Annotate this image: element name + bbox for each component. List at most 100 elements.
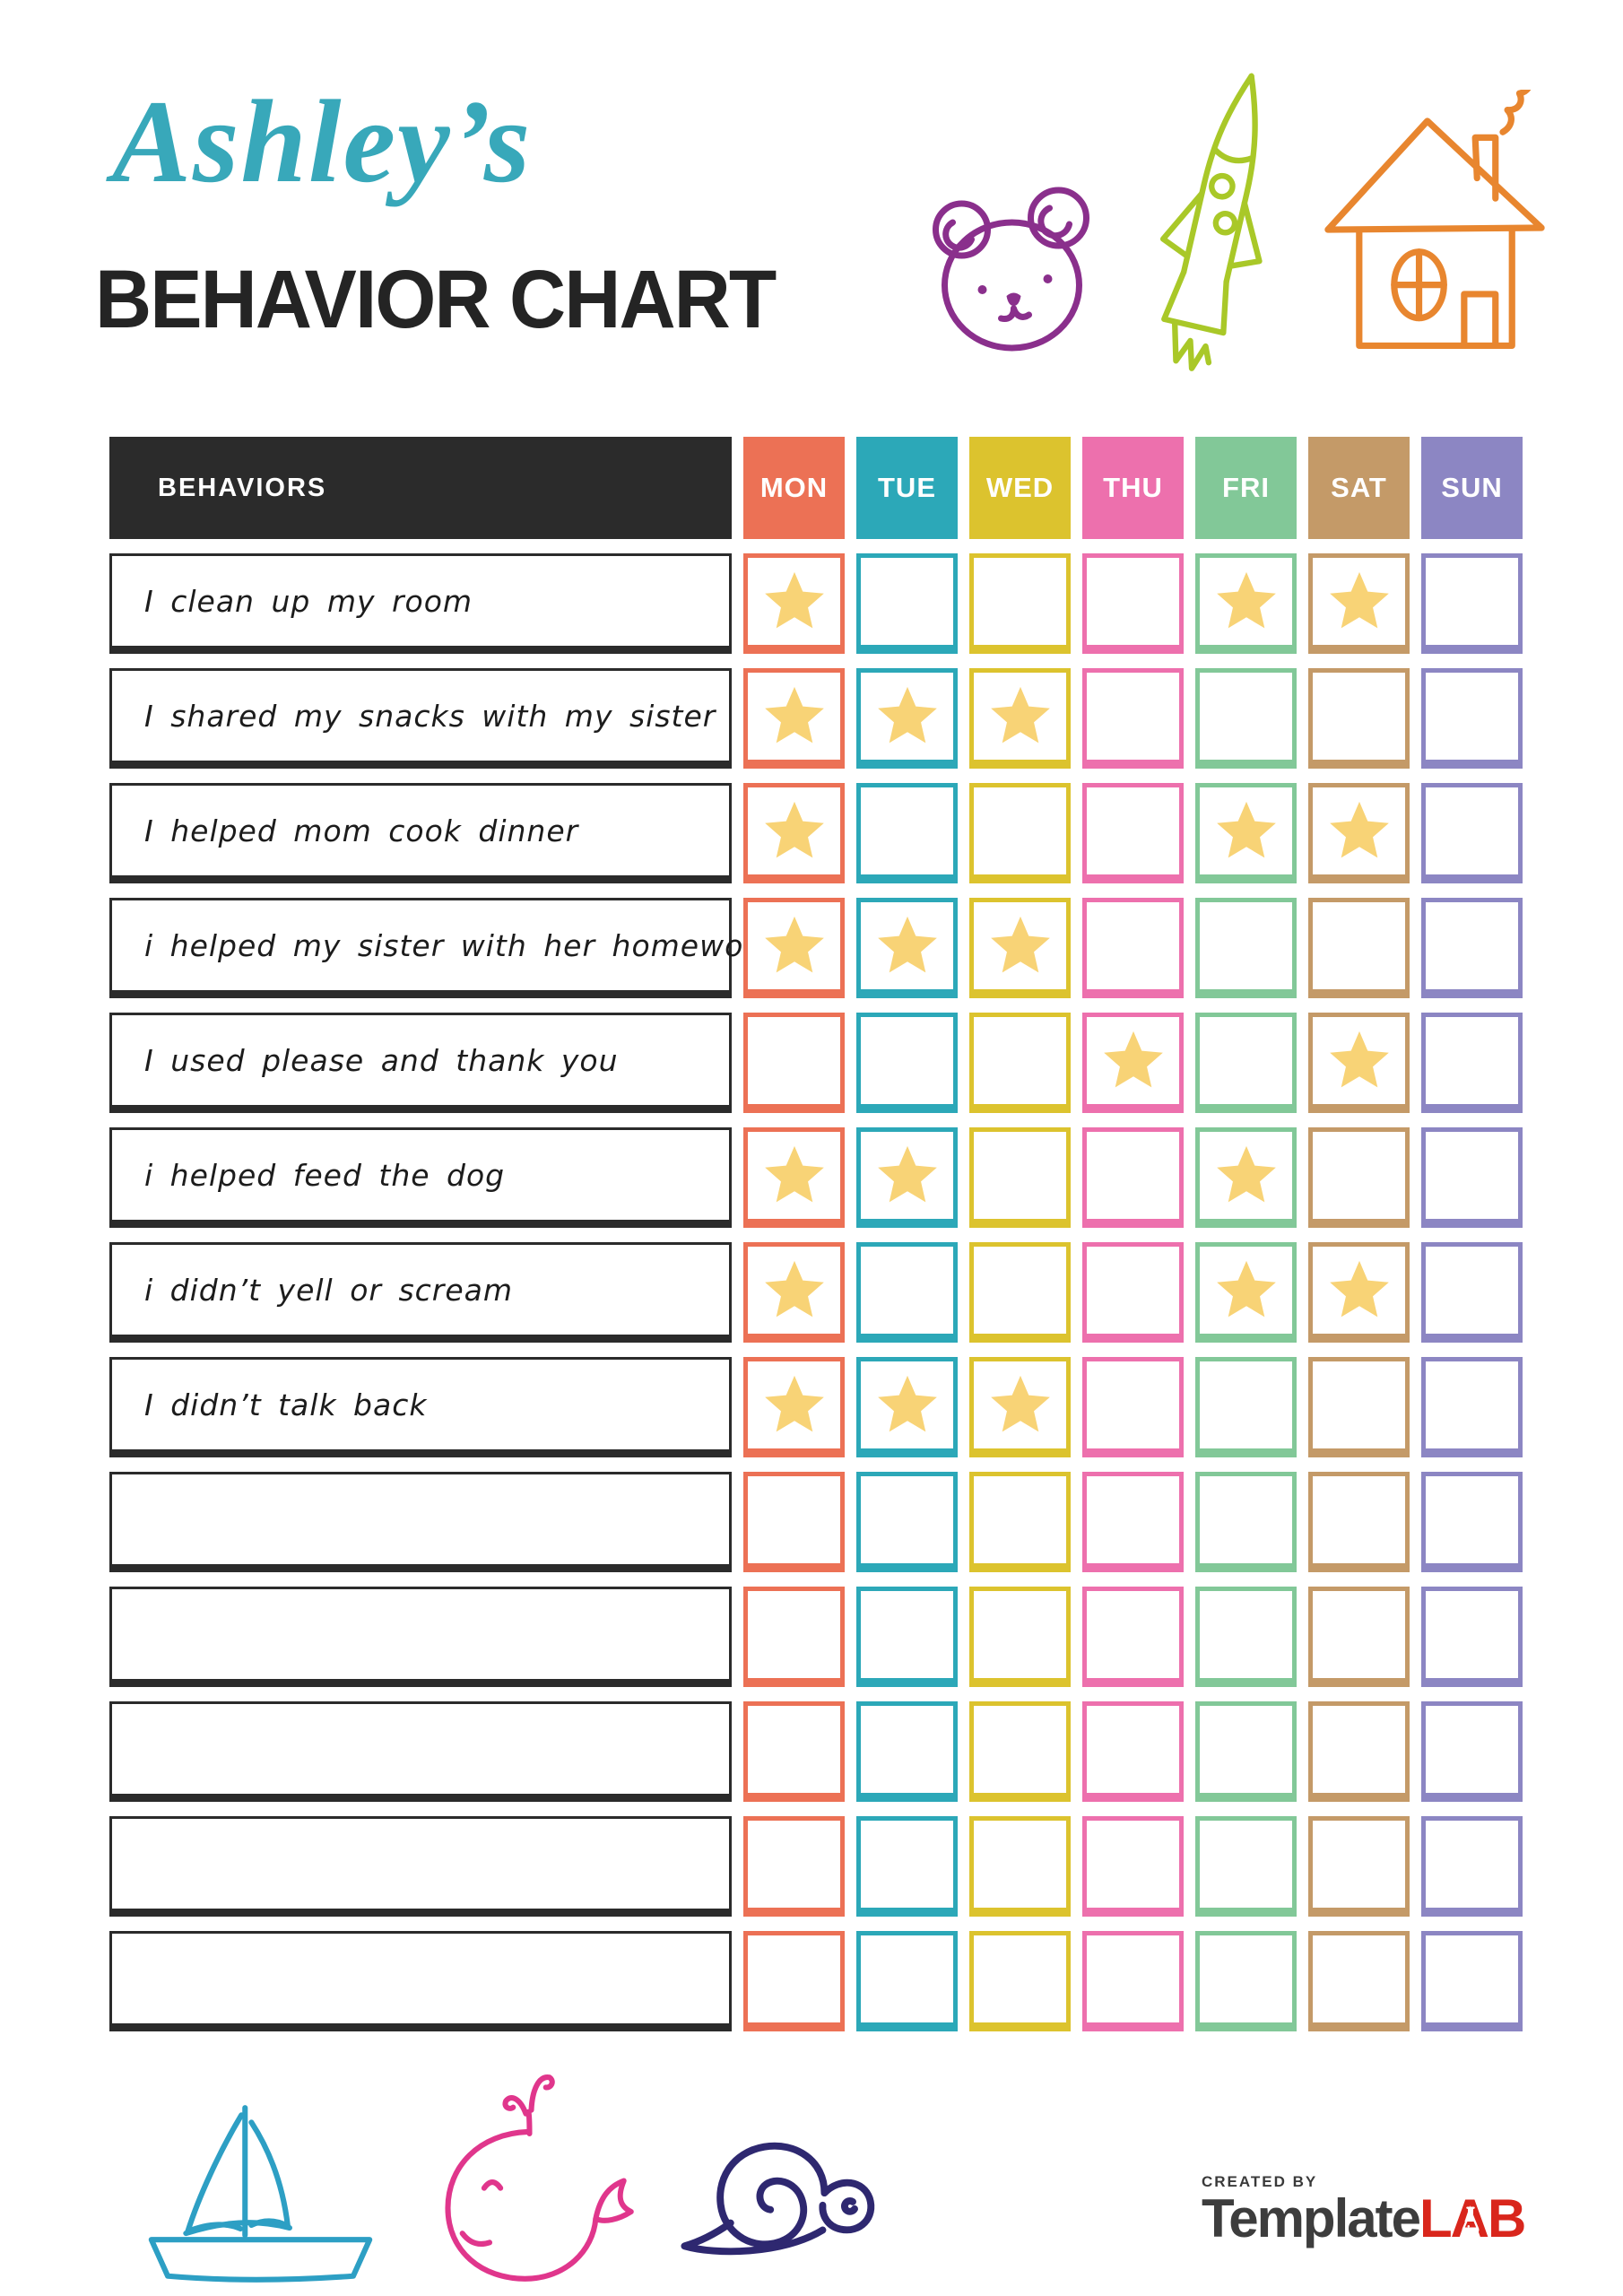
star-cell-row13-thu[interactable] [1082,1931,1184,2031]
star-cell-row6-thu[interactable] [1082,1127,1184,1228]
star-cell-row10-fri[interactable] [1195,1587,1297,1687]
star-cell-row10-sun[interactable] [1421,1587,1523,1687]
star-cell-row6-mon[interactable] [743,1127,845,1228]
star-cell-row3-mon[interactable] [743,783,845,883]
star-cell-row7-sun[interactable] [1421,1242,1523,1343]
star-cell-row1-tue[interactable] [856,553,958,654]
star-cell-row11-sun[interactable] [1421,1701,1523,1802]
behavior-row-label[interactable]: I helped mom cook dinner [109,783,732,883]
star-cell-row9-wed[interactable] [969,1472,1071,1572]
star-cell-row9-sat[interactable] [1308,1472,1410,1572]
star-cell-row1-mon[interactable] [743,553,845,654]
behavior-row-label[interactable] [109,1931,732,2031]
behavior-row-label[interactable]: i helped feed the dog [109,1127,732,1228]
star-cell-row2-sun[interactable] [1421,668,1523,769]
star-cell-row10-sat[interactable] [1308,1587,1410,1687]
star-cell-row6-sat[interactable] [1308,1127,1410,1228]
star-cell-row6-wed[interactable] [969,1127,1071,1228]
star-cell-row11-sat[interactable] [1308,1701,1410,1802]
behavior-row-label[interactable] [109,1587,732,1687]
star-cell-row11-tue[interactable] [856,1701,958,1802]
star-cell-row10-wed[interactable] [969,1587,1071,1687]
star-cell-row5-sat[interactable] [1308,1013,1410,1113]
star-cell-row13-tue[interactable] [856,1931,958,2031]
behavior-row-label[interactable]: i helped my sister with her homework [109,898,774,998]
star-cell-row13-sun[interactable] [1421,1931,1523,2031]
star-cell-row9-tue[interactable] [856,1472,958,1572]
behavior-row-label[interactable]: i didn’t yell or scream [109,1242,732,1343]
star-cell-row1-sun[interactable] [1421,553,1523,654]
star-cell-row5-wed[interactable] [969,1013,1071,1113]
star-cell-row9-sun[interactable] [1421,1472,1523,1572]
star-cell-row2-fri[interactable] [1195,668,1297,769]
star-cell-row7-mon[interactable] [743,1242,845,1343]
star-cell-row13-wed[interactable] [969,1931,1071,2031]
star-cell-row7-wed[interactable] [969,1242,1071,1343]
star-cell-row4-wed[interactable] [969,898,1071,998]
behavior-row-label[interactable] [109,1472,732,1572]
star-cell-row10-tue[interactable] [856,1587,958,1687]
star-cell-row11-wed[interactable] [969,1701,1071,1802]
star-cell-row9-thu[interactable] [1082,1472,1184,1572]
star-cell-row12-mon[interactable] [743,1816,845,1917]
star-cell-row12-thu[interactable] [1082,1816,1184,1917]
star-cell-row12-wed[interactable] [969,1816,1071,1917]
star-cell-row11-thu[interactable] [1082,1701,1184,1802]
star-cell-row8-thu[interactable] [1082,1357,1184,1457]
star-cell-row5-sun[interactable] [1421,1013,1523,1113]
star-cell-row5-tue[interactable] [856,1013,958,1113]
star-cell-row2-wed[interactable] [969,668,1071,769]
star-cell-row13-mon[interactable] [743,1931,845,2031]
star-cell-row3-sat[interactable] [1308,783,1410,883]
star-cell-row12-sun[interactable] [1421,1816,1523,1917]
star-cell-row4-sat[interactable] [1308,898,1410,998]
star-cell-row7-thu[interactable] [1082,1242,1184,1343]
star-cell-row3-tue[interactable] [856,783,958,883]
star-cell-row2-sat[interactable] [1308,668,1410,769]
star-cell-row7-fri[interactable] [1195,1242,1297,1343]
star-cell-row11-mon[interactable] [743,1701,845,1802]
star-cell-row4-mon[interactable] [743,898,845,998]
star-cell-row8-sun[interactable] [1421,1357,1523,1457]
behavior-row-label[interactable] [109,1701,732,1802]
star-cell-row12-sat[interactable] [1308,1816,1410,1917]
star-cell-row4-sun[interactable] [1421,898,1523,998]
star-cell-row3-wed[interactable] [969,783,1071,883]
star-cell-row5-fri[interactable] [1195,1013,1297,1113]
behavior-row-label[interactable]: I used please and thank you [109,1013,732,1113]
star-cell-row6-sun[interactable] [1421,1127,1523,1228]
behavior-row-label[interactable]: I shared my snacks with my sister [109,668,732,769]
star-cell-row8-tue[interactable] [856,1357,958,1457]
star-cell-row7-sat[interactable] [1308,1242,1410,1343]
star-cell-row11-fri[interactable] [1195,1701,1297,1802]
star-cell-row13-fri[interactable] [1195,1931,1297,2031]
behavior-row-label[interactable]: I clean up my room [109,553,732,654]
star-cell-row2-tue[interactable] [856,668,958,769]
star-cell-row2-thu[interactable] [1082,668,1184,769]
star-cell-row13-sat[interactable] [1308,1931,1410,2031]
star-cell-row5-mon[interactable] [743,1013,845,1113]
star-cell-row4-fri[interactable] [1195,898,1297,998]
behavior-row-label[interactable]: I didn’t talk back [109,1357,732,1457]
star-cell-row1-wed[interactable] [969,553,1071,654]
star-cell-row9-mon[interactable] [743,1472,845,1572]
star-cell-row7-tue[interactable] [856,1242,958,1343]
star-cell-row3-thu[interactable] [1082,783,1184,883]
star-cell-row4-thu[interactable] [1082,898,1184,998]
star-cell-row3-sun[interactable] [1421,783,1523,883]
star-cell-row1-sat[interactable] [1308,553,1410,654]
star-cell-row1-thu[interactable] [1082,553,1184,654]
star-cell-row12-tue[interactable] [856,1816,958,1917]
star-cell-row8-wed[interactable] [969,1357,1071,1457]
star-cell-row6-tue[interactable] [856,1127,958,1228]
star-cell-row4-tue[interactable] [856,898,958,998]
star-cell-row6-fri[interactable] [1195,1127,1297,1228]
star-cell-row10-thu[interactable] [1082,1587,1184,1687]
star-cell-row12-fri[interactable] [1195,1816,1297,1917]
star-cell-row10-mon[interactable] [743,1587,845,1687]
star-cell-row9-fri[interactable] [1195,1472,1297,1572]
star-cell-row8-fri[interactable] [1195,1357,1297,1457]
star-cell-row5-thu[interactable] [1082,1013,1184,1113]
star-cell-row3-fri[interactable] [1195,783,1297,883]
star-cell-row8-sat[interactable] [1308,1357,1410,1457]
